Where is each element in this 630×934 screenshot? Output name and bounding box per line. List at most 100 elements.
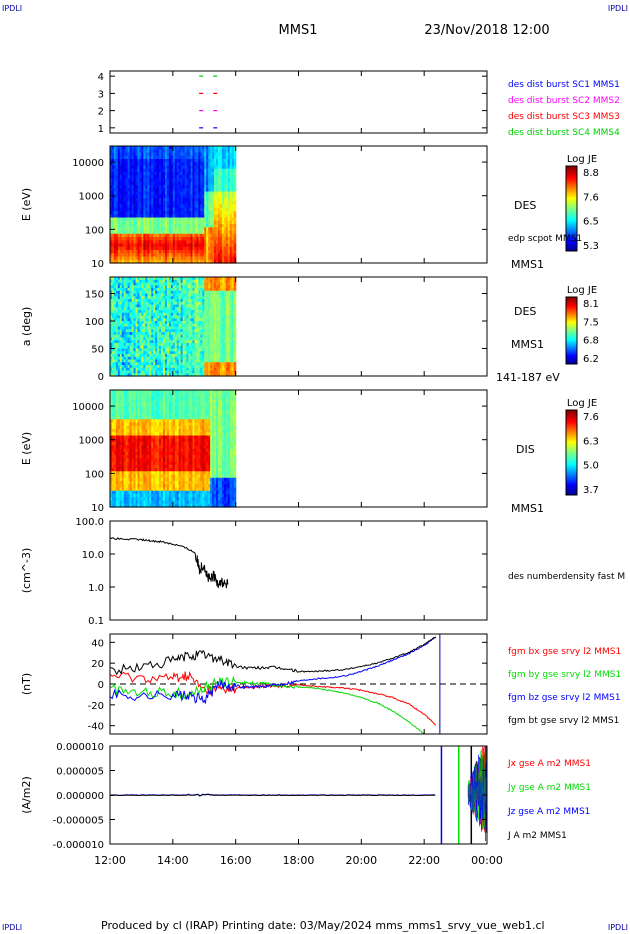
des-pitch-spectrogram-cell <box>163 351 166 355</box>
des-energy-spectrogram-cell <box>110 178 113 183</box>
des-pitch-spectrogram-cell <box>168 340 172 344</box>
des-energy-spectrogram-cell <box>231 224 235 228</box>
des-energy-spectrogram-cell <box>229 256 233 261</box>
des-pitch-spectrogram-cell <box>192 312 196 317</box>
des-pitch-spectrogram-cell <box>231 321 235 325</box>
corner-label-top-left: IPDLI <box>2 4 22 13</box>
des-energy-spectrogram-cell <box>233 250 237 254</box>
des-energy-spectrogram-cell <box>166 217 170 222</box>
des-pitch-spectrogram-cell <box>188 337 192 341</box>
des-energy-spectrogram-cell <box>184 162 188 167</box>
des-pitch-spectrogram-cell <box>163 293 166 297</box>
des-pitch-spectrogram-cell <box>123 340 127 344</box>
des-energy-spectrogram-cell <box>217 159 221 163</box>
des-energy-spectrogram-cell <box>184 243 188 248</box>
des-pitch-spectrogram-cell <box>180 323 184 328</box>
dis-energy-spectrogram-cell <box>121 448 125 453</box>
des-pitch-spectrogram-cell <box>219 321 223 325</box>
des-energy-spectrogram-cell <box>131 155 135 160</box>
des-energy-spectrogram-cell <box>115 204 119 209</box>
des-pitch-spectrogram-cell <box>135 307 139 311</box>
des-energy-spectrogram-cell <box>182 230 186 235</box>
des-energy-spectrogram-cell <box>219 217 223 222</box>
des-pitch-spectrogram-cell <box>216 301 219 306</box>
des-energy-spectrogram-cell <box>153 149 156 154</box>
des-energy-spectrogram-cell <box>221 259 225 264</box>
des-pitch-spectrogram-cell <box>117 351 121 355</box>
des-energy-spectrogram-cell <box>233 240 237 245</box>
des-energy-spectrogram-cell <box>178 185 182 189</box>
des-energy-spectrogram-cell <box>219 243 223 248</box>
des-pitch-spectrogram-cell <box>172 334 176 339</box>
des-pitch-spectrogram-cell <box>204 285 207 289</box>
dis-energy-spectrogram-cell <box>123 458 127 463</box>
dis-energy-spectrogram-cell <box>119 442 123 446</box>
des-energy-spectrogram-cell <box>192 240 196 245</box>
des-energy-spectrogram-cell <box>186 253 190 258</box>
des-energy-spectrogram-cell <box>194 155 197 160</box>
des-energy-spectrogram-cell <box>121 152 125 157</box>
des-pitch-spectrogram-cell <box>182 304 186 308</box>
des-energy-spectrogram-cell <box>208 240 211 245</box>
des-pitch-spectrogram-cell <box>172 279 176 284</box>
des-energy-spectrogram-cell <box>172 159 176 163</box>
des-energy-spectrogram-cell <box>196 162 199 167</box>
des-energy-spectrogram-cell <box>155 159 158 163</box>
des-energy-spectrogram-cell <box>119 217 123 222</box>
des-pitch-spectrogram-cell <box>149 370 152 374</box>
des-pitch-spectrogram-cell <box>194 351 197 355</box>
des-energy-spectrogram-cell <box>111 250 115 254</box>
des-pitch-spectrogram-cell <box>127 356 131 361</box>
des-pitch-spectrogram-cell <box>159 288 162 292</box>
des-energy-spectrogram-cell <box>145 165 148 170</box>
des-energy-spectrogram-cell <box>227 198 231 202</box>
des-pitch-spectrogram-cell <box>121 332 125 336</box>
des-energy-spectrogram-cell <box>188 152 192 157</box>
des-pitch-spectrogram-cell <box>155 323 158 328</box>
des-energy-spectrogram-cell <box>186 237 190 241</box>
des-pitch-spectrogram-cell <box>229 299 233 303</box>
dis-energy-spectrogram-cell <box>127 471 131 476</box>
des-pitch-spectrogram-cell <box>163 367 166 372</box>
des-energy-spectrogram-cell <box>139 230 143 235</box>
des-pitch-spectrogram-cell <box>182 307 186 311</box>
des-energy-spectrogram-cell <box>174 250 178 254</box>
des-energy-spectrogram-cell <box>214 149 217 154</box>
des-energy-spectrogram-cell <box>190 172 194 176</box>
des-pitch-spectrogram-cell <box>214 310 217 314</box>
des-energy-spectrogram-cell <box>204 172 207 176</box>
des-pitch-spectrogram-cell <box>174 288 178 292</box>
des-energy-spectrogram-cell <box>176 155 180 160</box>
des-pitch-spectrogram-cell <box>208 345 211 350</box>
des-pitch-spectrogram-cell <box>145 285 148 289</box>
des-energy-spectrogram-cell <box>131 253 135 258</box>
des-pitch-spectrogram-cell <box>168 334 172 339</box>
des-pitch-spectrogram-cell <box>178 279 182 284</box>
dis-energy-spectrogram-cell <box>115 425 119 430</box>
des-pitch-spectrogram-cell <box>217 307 221 311</box>
des-pitch-spectrogram-cell <box>127 359 131 363</box>
des-energy-spectrogram-cell <box>182 243 186 248</box>
des-energy-spectrogram-cell <box>202 259 205 264</box>
des-energy-spectrogram-cell <box>223 211 227 215</box>
des-pitch-spectrogram-cell <box>166 301 170 306</box>
des-pitch-spectrogram-cell <box>184 304 188 308</box>
des-energy-spectrogram-cell <box>135 181 139 186</box>
des-energy-spectrogram-cell <box>113 230 117 235</box>
des-pitch-spectrogram-cell <box>129 323 133 328</box>
des-pitch-spectrogram-cell <box>147 365 150 369</box>
des-pitch-spectrogram-cell <box>145 356 148 361</box>
des-energy-spectrogram-cell <box>216 230 219 235</box>
des-energy-spectrogram-cell <box>166 191 170 196</box>
des-energy-spectrogram-cell <box>217 168 221 173</box>
dis-energy-spectrogram-cell <box>125 445 129 450</box>
des-energy-spectrogram-cell <box>151 233 154 238</box>
des-energy-spectrogram-cell <box>143 146 146 150</box>
des-energy-spectrogram-cell <box>149 211 152 215</box>
des-pitch-spectrogram-cell <box>115 367 119 372</box>
des-energy-spectrogram-cell <box>217 198 221 202</box>
des-pitch-spectrogram-cell <box>192 345 196 350</box>
des-pitch-spectrogram-cell <box>149 285 152 289</box>
des-energy-spectrogram-cell <box>139 259 143 264</box>
des-pitch-spectrogram-cell <box>143 362 146 366</box>
